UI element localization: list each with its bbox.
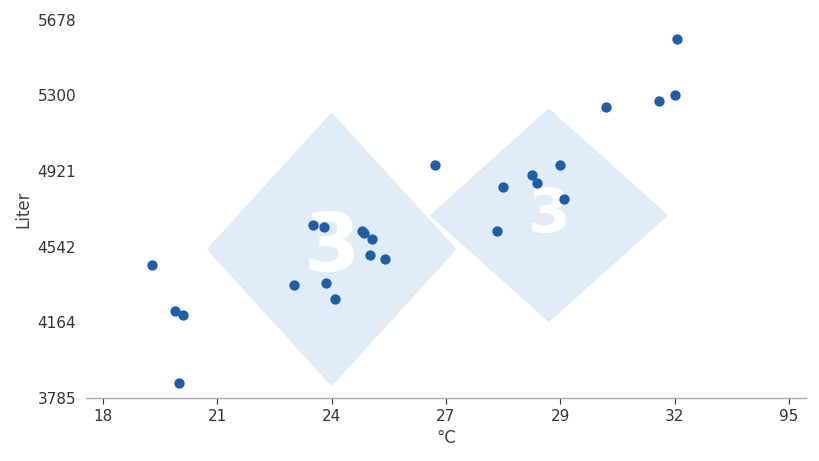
Point (176, 312, 189, 319)
Polygon shape (430, 109, 666, 321)
Point (146, 261, 159, 269)
Point (530, 180, 543, 187)
Text: 3: 3 (527, 186, 569, 245)
Point (319, 279, 332, 287)
Point (524, 171, 537, 179)
Point (169, 307, 182, 315)
Point (667, 92, 681, 99)
Point (305, 222, 319, 229)
Point (355, 228, 369, 235)
Point (378, 255, 391, 263)
Point (652, 98, 665, 105)
Point (428, 162, 441, 169)
Point (553, 162, 566, 169)
Point (357, 230, 370, 237)
Point (599, 104, 612, 111)
Text: 3: 3 (303, 210, 360, 288)
Polygon shape (207, 113, 455, 385)
Point (172, 379, 185, 387)
Point (363, 252, 376, 259)
Point (491, 228, 504, 235)
Point (669, 36, 682, 43)
Point (287, 282, 300, 289)
Point (364, 236, 378, 243)
Point (557, 195, 570, 203)
Point (317, 224, 330, 231)
Y-axis label: Liter: Liter (14, 190, 32, 228)
Point (328, 296, 342, 303)
Point (496, 183, 509, 191)
X-axis label: °C: °C (436, 429, 455, 447)
